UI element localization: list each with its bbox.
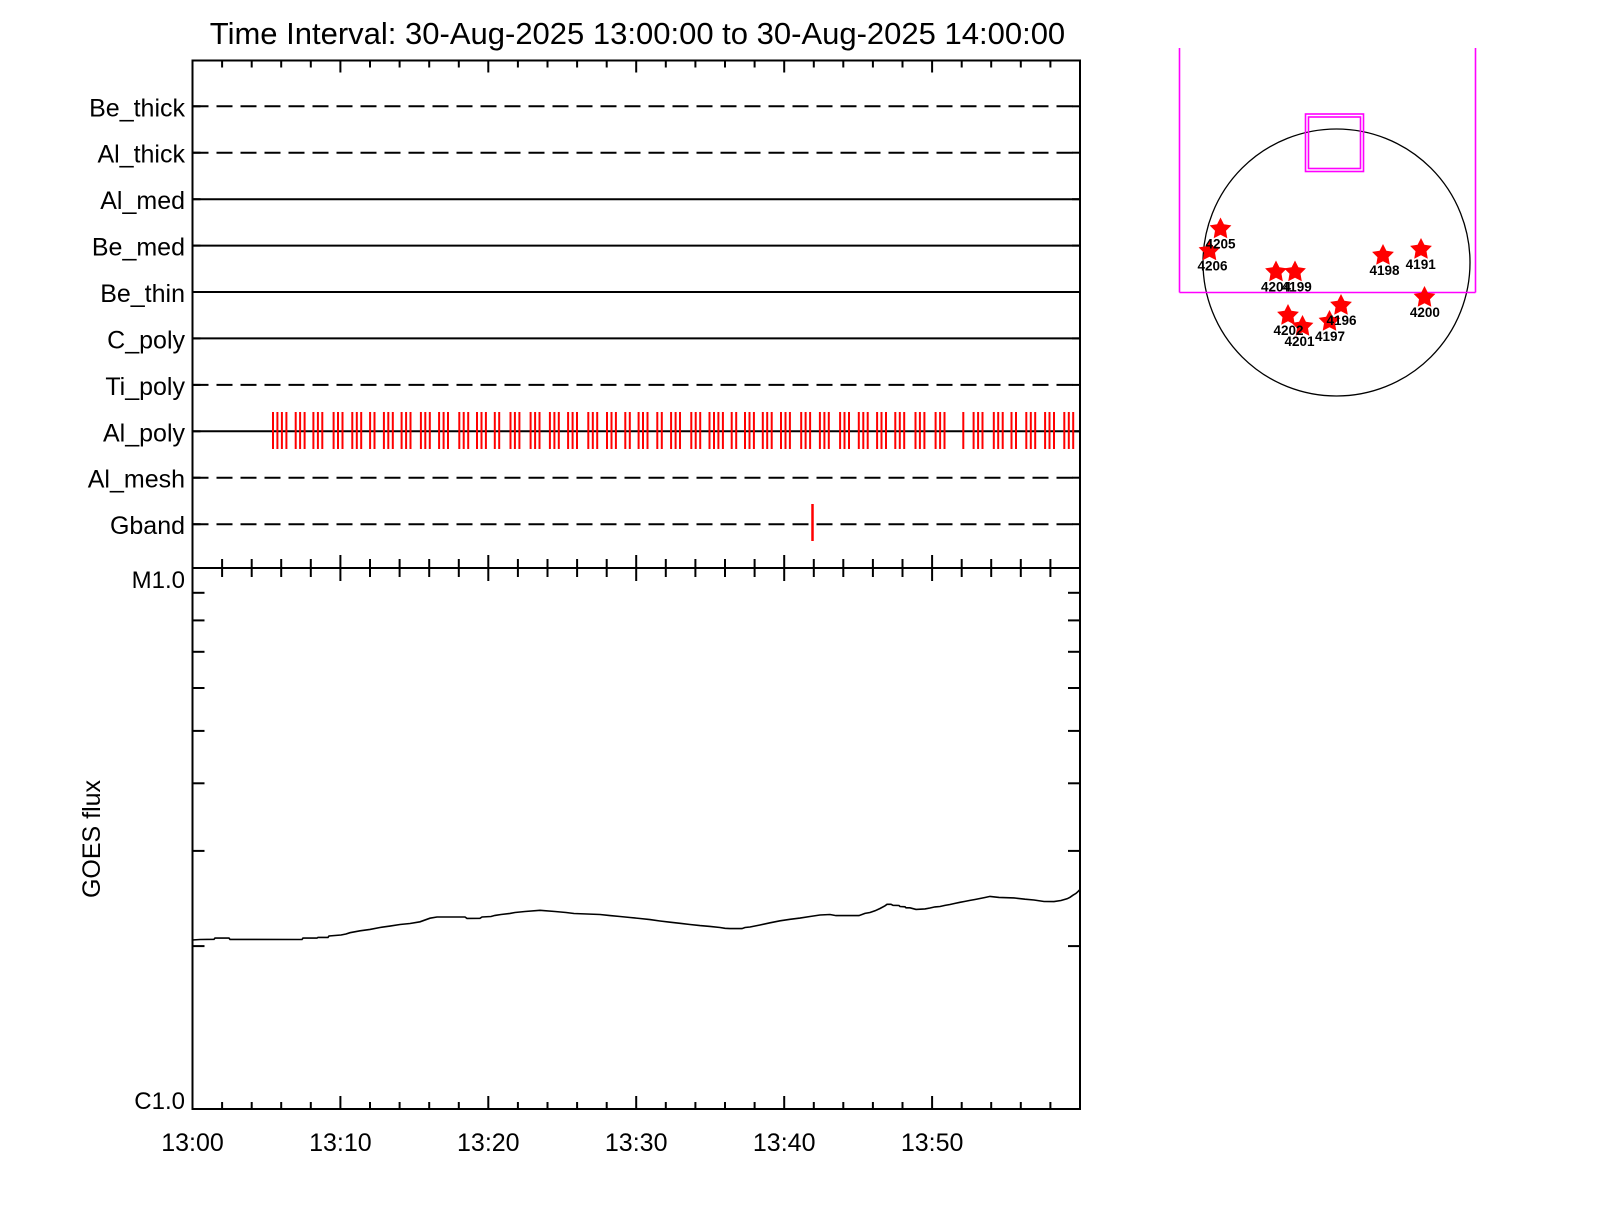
svg-text:4199: 4199 — [1282, 280, 1312, 295]
svg-text:GOES flux: GOES flux — [78, 779, 106, 898]
svg-text:4201: 4201 — [1284, 334, 1315, 349]
svg-text:13:20: 13:20 — [457, 1129, 520, 1157]
svg-text:Al_thick: Al_thick — [97, 141, 185, 169]
svg-text:13:50: 13:50 — [901, 1129, 964, 1157]
svg-text:Time Interval: 30-Aug-2025 13:: Time Interval: 30-Aug-2025 13:00:00 to 3… — [210, 16, 1065, 51]
svg-text:4197: 4197 — [1315, 329, 1345, 344]
svg-text:13:40: 13:40 — [753, 1129, 816, 1157]
svg-text:13:00: 13:00 — [161, 1129, 224, 1157]
svg-text:4202: 4202 — [1273, 323, 1303, 338]
svg-text:Ti_poly: Ti_poly — [105, 373, 185, 401]
svg-text:4196: 4196 — [1326, 313, 1357, 328]
svg-text:Gband: Gband — [110, 512, 185, 540]
svg-text:4191: 4191 — [1406, 257, 1437, 272]
svg-text:Be_thin: Be_thin — [100, 280, 185, 308]
svg-text:M1.0: M1.0 — [132, 567, 185, 594]
svg-text:4204: 4204 — [1261, 280, 1292, 295]
svg-text:13:10: 13:10 — [309, 1129, 372, 1157]
svg-text:Al_med: Al_med — [100, 187, 185, 215]
svg-text:Be_thick: Be_thick — [89, 94, 185, 122]
svg-text:C_poly: C_poly — [107, 326, 185, 354]
svg-text:Al_poly: Al_poly — [103, 419, 185, 447]
svg-text:4205: 4205 — [1205, 237, 1236, 252]
svg-text:4200: 4200 — [1410, 305, 1440, 320]
svg-text:4198: 4198 — [1369, 263, 1400, 278]
svg-text:13:30: 13:30 — [605, 1129, 668, 1157]
svg-text:Al_mesh: Al_mesh — [88, 466, 185, 494]
svg-text:Be_med: Be_med — [92, 234, 185, 262]
svg-text:C1.0: C1.0 — [134, 1088, 185, 1115]
svg-text:4206: 4206 — [1197, 259, 1228, 274]
